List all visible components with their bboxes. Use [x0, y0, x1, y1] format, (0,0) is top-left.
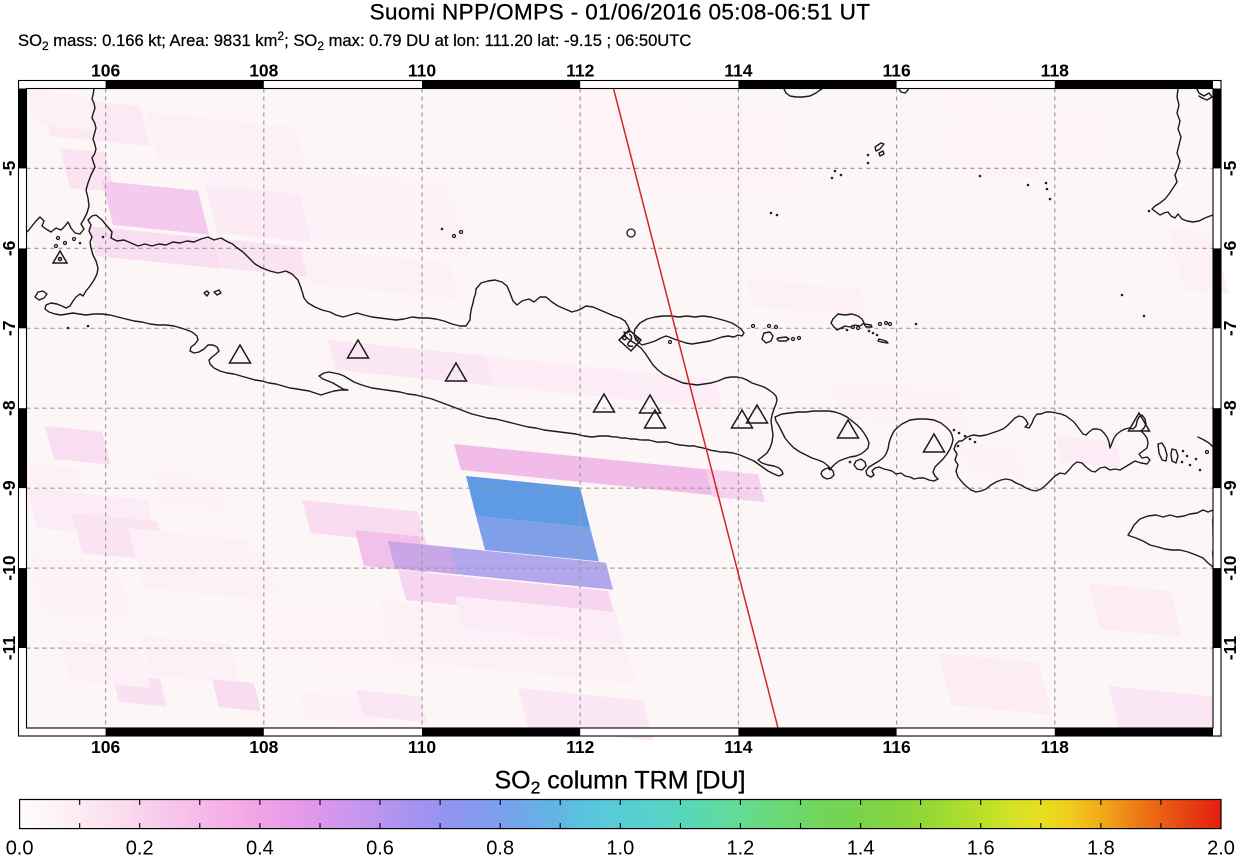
svg-text:112: 112 — [566, 61, 594, 81]
svg-text:-7: -7 — [1220, 321, 1239, 337]
svg-text:0.6: 0.6 — [366, 838, 394, 855]
svg-text:-9: -9 — [0, 480, 19, 496]
svg-text:1.8: 1.8 — [1087, 838, 1115, 855]
svg-text:0.4: 0.4 — [246, 838, 274, 855]
svg-text:116: 116 — [882, 61, 910, 81]
svg-text:112: 112 — [566, 737, 594, 757]
svg-text:SO2 mass: 0.166 kt; Area: 9831: SO2 mass: 0.166 kt; Area: 9831 km2; SO2 … — [18, 29, 691, 53]
svg-text:SO2 column TRM [DU]: SO2 column TRM [DU] — [495, 767, 746, 798]
svg-text:-10: -10 — [0, 555, 19, 581]
svg-text:-6: -6 — [1220, 240, 1239, 256]
svg-text:-8: -8 — [0, 400, 19, 416]
svg-text:-9: -9 — [1220, 480, 1239, 496]
svg-text:118: 118 — [1041, 61, 1069, 81]
svg-text:106: 106 — [91, 737, 120, 757]
svg-text:106: 106 — [91, 61, 120, 81]
svg-text:-10: -10 — [1220, 555, 1239, 581]
svg-text:1.4: 1.4 — [847, 838, 875, 855]
svg-text:0.8: 0.8 — [486, 838, 514, 855]
svg-text:114: 114 — [724, 61, 752, 81]
svg-text:-5: -5 — [0, 160, 19, 176]
svg-text:116: 116 — [882, 737, 910, 757]
svg-text:108: 108 — [249, 737, 278, 757]
svg-text:110: 110 — [408, 61, 436, 81]
svg-text:110: 110 — [408, 737, 436, 757]
svg-text:-11: -11 — [0, 636, 19, 661]
svg-text:-5: -5 — [1220, 160, 1239, 176]
svg-text:114: 114 — [724, 737, 752, 757]
svg-text:-8: -8 — [1220, 400, 1239, 416]
svg-text:108: 108 — [249, 61, 278, 81]
svg-text:0.0: 0.0 — [6, 838, 34, 855]
svg-text:0.2: 0.2 — [126, 838, 154, 855]
svg-text:-7: -7 — [0, 321, 19, 337]
svg-text:118: 118 — [1041, 737, 1069, 757]
svg-text:1.2: 1.2 — [726, 838, 754, 855]
svg-text:1.0: 1.0 — [606, 838, 634, 855]
svg-text:-11: -11 — [1220, 636, 1239, 661]
svg-text:1.6: 1.6 — [967, 838, 995, 855]
svg-text:2.0: 2.0 — [1207, 838, 1235, 855]
svg-text:Suomi NPP/OMPS - 01/06/2016 05: Suomi NPP/OMPS - 01/06/2016 05:08-06:51 … — [370, 0, 871, 25]
svg-text:-6: -6 — [0, 240, 19, 256]
